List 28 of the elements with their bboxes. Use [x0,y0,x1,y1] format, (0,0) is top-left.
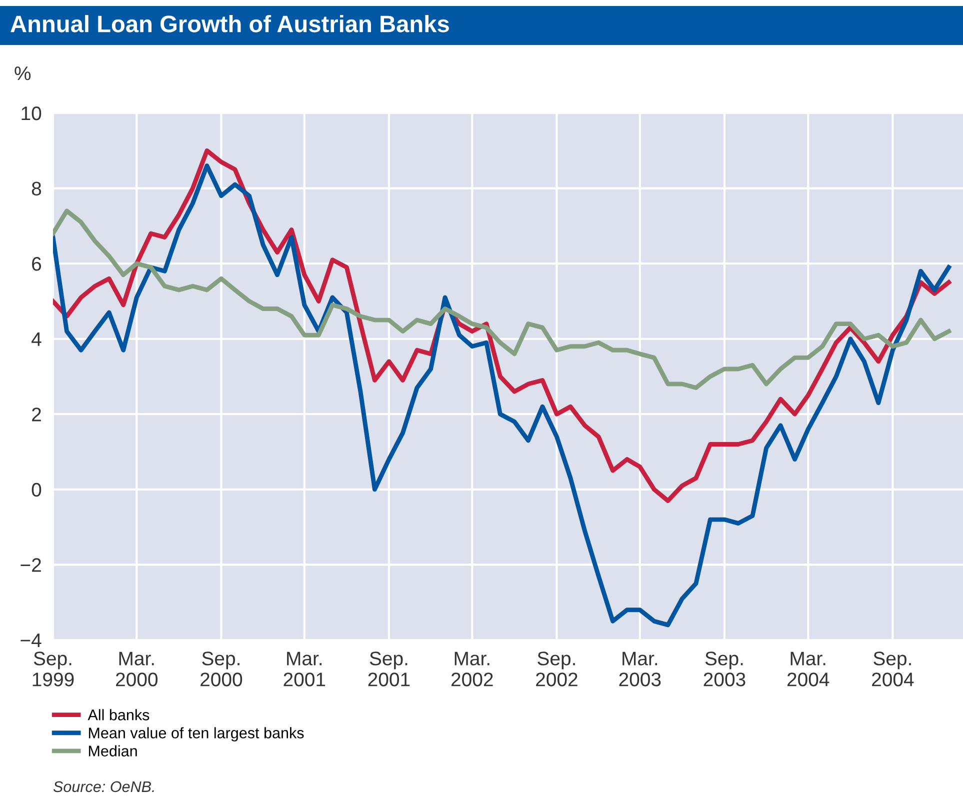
y-tick-label: 10 [22,106,42,120]
y-tick-label: 0 [32,482,42,497]
source-note: Source: OeNB. [53,781,154,792]
legend-label: Median [88,745,137,756]
legend-label: All banks [88,709,150,720]
line-series [53,208,951,390]
y-tick-label: −2 [20,558,41,572]
y-tick-label: 4 [32,332,42,346]
x-tick-label: Sep. 2004 [872,652,914,686]
y-tick-label: −4 [20,634,42,648]
x-tick-label: Sep. 1999 [32,652,74,686]
x-tick-label: Mar. 2004 [787,652,830,686]
y-tick-label: 2 [32,408,41,422]
y-axis-title: % [14,66,31,80]
x-tick-label: Sep. 2000 [200,652,242,686]
chart-title: Annual Loan Growth of Austrian Banks [10,14,449,32]
y-tick-label: 6 [32,257,42,271]
y-tick-label: 8 [32,182,42,196]
x-tick-label: Sep. 2003 [704,652,746,686]
x-tick-label: Mar. 2001 [284,652,326,686]
line-series [53,148,951,503]
x-tick-label: Mar. 2003 [619,652,661,686]
line-series [53,163,951,628]
x-tick-label: Sep. 2002 [536,652,578,686]
x-tick-label: Mar. 2002 [452,652,493,686]
legend-label: Mean value of ten largest banks [88,727,304,742]
x-tick-label: Sep. 2001 [368,652,410,686]
x-tick-label: Mar. 2000 [116,652,158,686]
